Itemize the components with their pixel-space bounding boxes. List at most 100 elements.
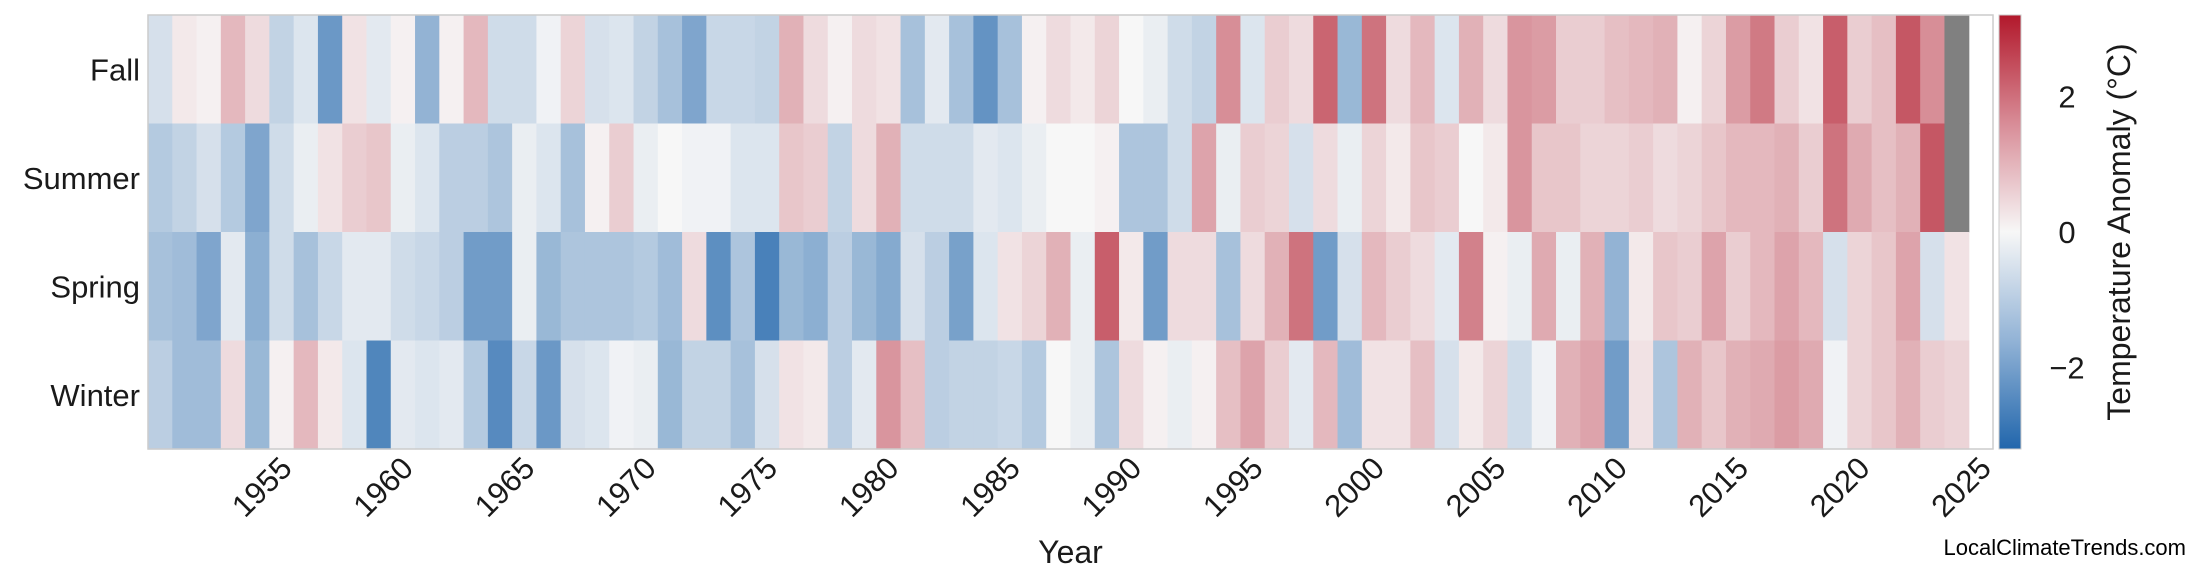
heatmap-cell-summer-2011 [1628, 123, 1654, 233]
heatmap-cell-fall-1972 [682, 15, 707, 125]
heatmap-cell-spring-2013 [1677, 232, 1703, 342]
heatmap-cell-spring-1989 [1094, 232, 1120, 342]
heatmap-cell-summer-2004 [1458, 123, 1484, 233]
heatmap-cell-winter-2012 [1653, 340, 1679, 450]
colorbar: −2 0 2 Temperature Anomaly (°C) [1998, 14, 2137, 450]
heatmap-cell-winter-2013 [1677, 340, 1703, 450]
heatmap-cell-summer-1973 [706, 123, 732, 233]
heatmap-cell-summer-1968 [584, 123, 610, 233]
colorbar-tick-label-1: 0 [2058, 215, 2075, 250]
heatmap-cell-summer-2008 [1556, 123, 1581, 233]
heatmap-cell-summer-1981 [900, 123, 926, 233]
heatmap-cell-spring-2002 [1410, 232, 1436, 342]
heatmap-cell-spring-1984 [973, 232, 999, 342]
heatmap-cell-fall-1985 [997, 15, 1023, 125]
x-tick-label-1980: 1980 [832, 450, 906, 524]
heatmap-cell-spring-2009 [1580, 232, 1606, 342]
heatmap-cell-winter-2024 [1944, 340, 1970, 450]
heatmap-cell-winter-1972 [682, 340, 707, 450]
heatmap-cell-fall-1958 [342, 15, 368, 125]
heatmap-cell-spring-2020 [1847, 232, 1873, 342]
heatmap-cell-winter-1968 [584, 340, 610, 450]
heatmap-cell-summer-1965 [512, 123, 538, 233]
heatmap-cell-spring-1988 [1070, 232, 1096, 342]
heatmap-cell-summer-1959 [366, 123, 392, 233]
heatmap-cell-summer-1979 [852, 123, 877, 233]
x-tick-label-2005: 2005 [1439, 450, 1513, 524]
heatmap-cell-fall-1998 [1313, 15, 1339, 125]
heatmap-cell-fall-2017 [1774, 15, 1800, 125]
heatmap-cell-summer-1977 [803, 123, 829, 233]
season-label-spring: Spring [50, 269, 140, 304]
heatmap-cell-fall-2014 [1701, 15, 1727, 125]
x-tick-label-1995: 1995 [1196, 450, 1270, 524]
heatmap-cell-fall-1964 [487, 15, 513, 125]
heatmap-cell-winter-2003 [1434, 340, 1460, 450]
heatmap-cell-winter-1985 [997, 340, 1023, 450]
heatmap-cell-winter-1989 [1094, 340, 1120, 450]
heatmap-cell-spring-1996 [1264, 232, 1290, 342]
heatmap-cell-spring-2016 [1750, 232, 1776, 342]
season-label-summer: Summer [23, 161, 140, 196]
x-tick-label-2010: 2010 [1560, 450, 1634, 524]
heatmap-cell-summer-1983 [949, 123, 974, 233]
heatmap-cell-fall-2016 [1750, 15, 1776, 125]
heatmap-cell-spring-1998 [1313, 232, 1339, 342]
heatmap-cell-fall-2005 [1483, 15, 1509, 125]
heatmap-cell-summer-1994 [1216, 123, 1242, 233]
heatmap-cell-winter-1974 [730, 340, 756, 450]
heatmap-cell-fall-2022 [1895, 15, 1921, 125]
heatmap-cell-fall-1973 [706, 15, 732, 125]
heatmap-cell-spring-2000 [1361, 232, 1387, 342]
heatmap-cell-spring-1951 [172, 232, 198, 342]
heatmap-cell-spring-1972 [682, 232, 707, 342]
heatmap-cell-winter-1987 [1046, 340, 1072, 450]
heatmap-cell-winter-1978 [827, 340, 853, 450]
heatmap-cell-fall-1997 [1288, 15, 1314, 125]
heatmap-cell-spring-2003 [1434, 232, 1460, 342]
heatmap-cell-spring-1966 [536, 232, 562, 342]
heatmap-cell-summer-1988 [1070, 123, 1096, 233]
heatmap-cell-summer-1989 [1094, 123, 1120, 233]
heatmap-cell-spring-1957 [317, 232, 343, 342]
heatmap-cell-summer-1953 [220, 123, 246, 233]
heatmap-cell-fall-1996 [1264, 15, 1290, 125]
x-tick-label-2020: 2020 [1803, 450, 1877, 524]
heatmap-cell-winter-1986 [1021, 340, 1047, 450]
heatmap-cell-fall-1969 [609, 15, 635, 125]
heatmap-cell-spring-1970 [633, 232, 659, 342]
heatmap-cell-fall-1959 [366, 15, 392, 125]
heatmap-cell-summer-1987 [1046, 123, 1072, 233]
season-label-winter: Winter [50, 378, 140, 413]
heatmap-cell-spring-1958 [342, 232, 368, 342]
x-tick-label-2000: 2000 [1318, 450, 1392, 524]
heatmap-cell-winter-1969 [609, 340, 635, 450]
heatmap-cell-fall-1983 [949, 15, 974, 125]
heatmap-cell-fall-2002 [1410, 15, 1436, 125]
heatmap-cell-fall-1989 [1094, 15, 1120, 125]
heatmap-cell-fall-1975 [754, 15, 780, 125]
heatmap-cell-winter-2023 [1920, 340, 1946, 450]
heatmap-cell-fall-1965 [512, 15, 538, 125]
heatmap-cell-fall-1979 [852, 15, 877, 125]
heatmap-cell-winter-2020 [1847, 340, 1873, 450]
heatmap-cell-spring-1950 [148, 232, 173, 342]
heatmap-cell-fall-1994 [1216, 15, 1242, 125]
heatmap-cell-summer-1997 [1288, 123, 1314, 233]
heatmap-cell-summer-2013 [1677, 123, 1703, 233]
heatmap-cell-summer-2014 [1701, 123, 1727, 233]
heatmap-cell-summer-1960 [390, 123, 416, 233]
heatmap-cell-winter-1991 [1143, 340, 1169, 450]
x-tick-label-1960: 1960 [346, 450, 420, 524]
heatmap-cell-winter-1981 [900, 340, 926, 450]
heatmap-cell-winter-1953 [220, 340, 246, 450]
heatmap-cell-winter-1994 [1216, 340, 1242, 450]
heatmap-cell-summer-2003 [1434, 123, 1460, 233]
heatmap-cell-fall-1951 [172, 15, 198, 125]
heatmap-cell-summer-1971 [657, 123, 683, 233]
heatmap-cell-winter-2002 [1410, 340, 1436, 450]
heatmap-cell-winter-1964 [487, 340, 513, 450]
heatmap-cell-summer-2017 [1774, 123, 1800, 233]
heatmap-cell-winter-1975 [754, 340, 780, 450]
heatmap-cell-summer-1966 [536, 123, 562, 233]
